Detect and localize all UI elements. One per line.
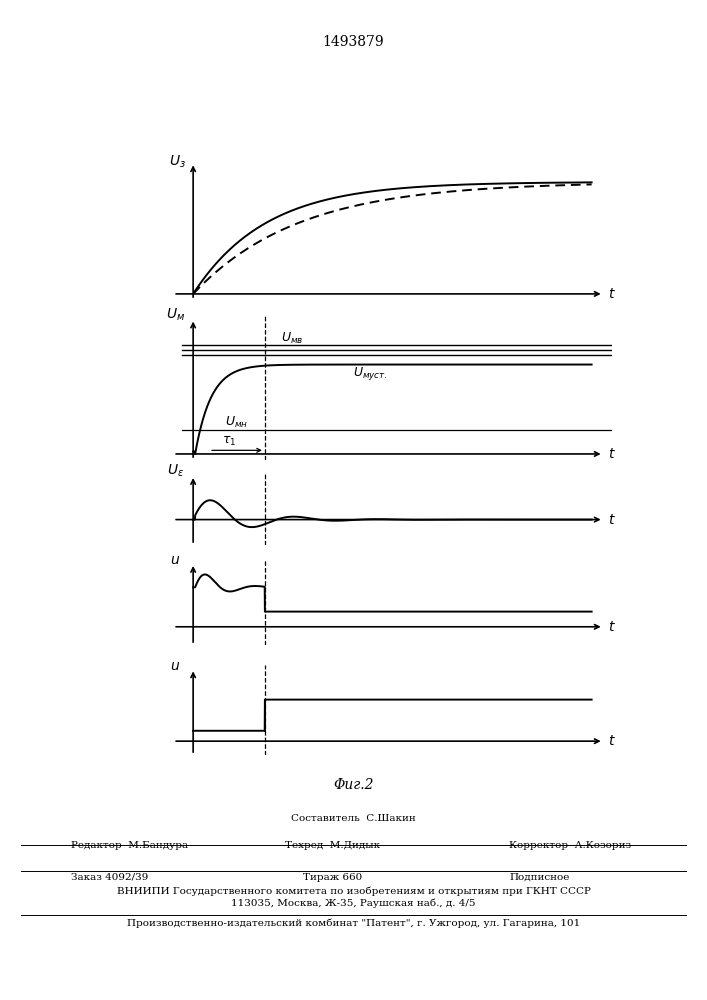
Text: $U_{мн}$: $U_{мн}$ [225, 415, 248, 430]
Text: 1493879: 1493879 [322, 35, 385, 49]
Text: $U_\varepsilon$: $U_\varepsilon$ [167, 463, 184, 479]
Text: ВНИИПИ Государственного комитета по изобретениям и открытиям при ГКНТ СССР: ВНИИПИ Государственного комитета по изоб… [117, 887, 590, 896]
Text: $t$: $t$ [607, 287, 616, 301]
Text: Составитель  С.Шакин: Составитель С.Шакин [291, 814, 416, 823]
Text: Корректор  А.Козориз: Корректор А.Козориз [509, 841, 631, 850]
Text: $t$: $t$ [607, 513, 616, 527]
Text: $U_м$: $U_м$ [165, 307, 185, 323]
Text: Производственно-издательский комбинат "Патент", г. Ужгород, ул. Гагарина, 101: Производственно-издательский комбинат "П… [127, 918, 580, 928]
Text: Редактор  М.Бандура: Редактор М.Бандура [71, 841, 188, 850]
Text: Техред  М.Дидык: Техред М.Дидык [285, 841, 380, 850]
Text: $U_{мв}$: $U_{мв}$ [281, 330, 303, 346]
Text: $u$: $u$ [170, 659, 180, 673]
Text: $t$: $t$ [607, 620, 616, 634]
Text: Тираж 660: Тираж 660 [303, 873, 362, 882]
Text: $U_з$: $U_з$ [169, 153, 186, 170]
Text: Подписное: Подписное [509, 873, 569, 882]
Text: $\tau_1$: $\tau_1$ [222, 435, 236, 448]
Text: Φиг.2: Φиг.2 [333, 778, 374, 792]
Text: Заказ 4092/39: Заказ 4092/39 [71, 873, 148, 882]
Text: $u$: $u$ [170, 553, 180, 567]
Text: $U_{м уст.}$: $U_{м уст.}$ [353, 364, 387, 381]
Text: $t$: $t$ [607, 447, 616, 461]
Text: 113035, Москва, Ж-35, Раушская наб., д. 4/5: 113035, Москва, Ж-35, Раушская наб., д. … [231, 899, 476, 908]
Text: $t$: $t$ [607, 734, 616, 748]
